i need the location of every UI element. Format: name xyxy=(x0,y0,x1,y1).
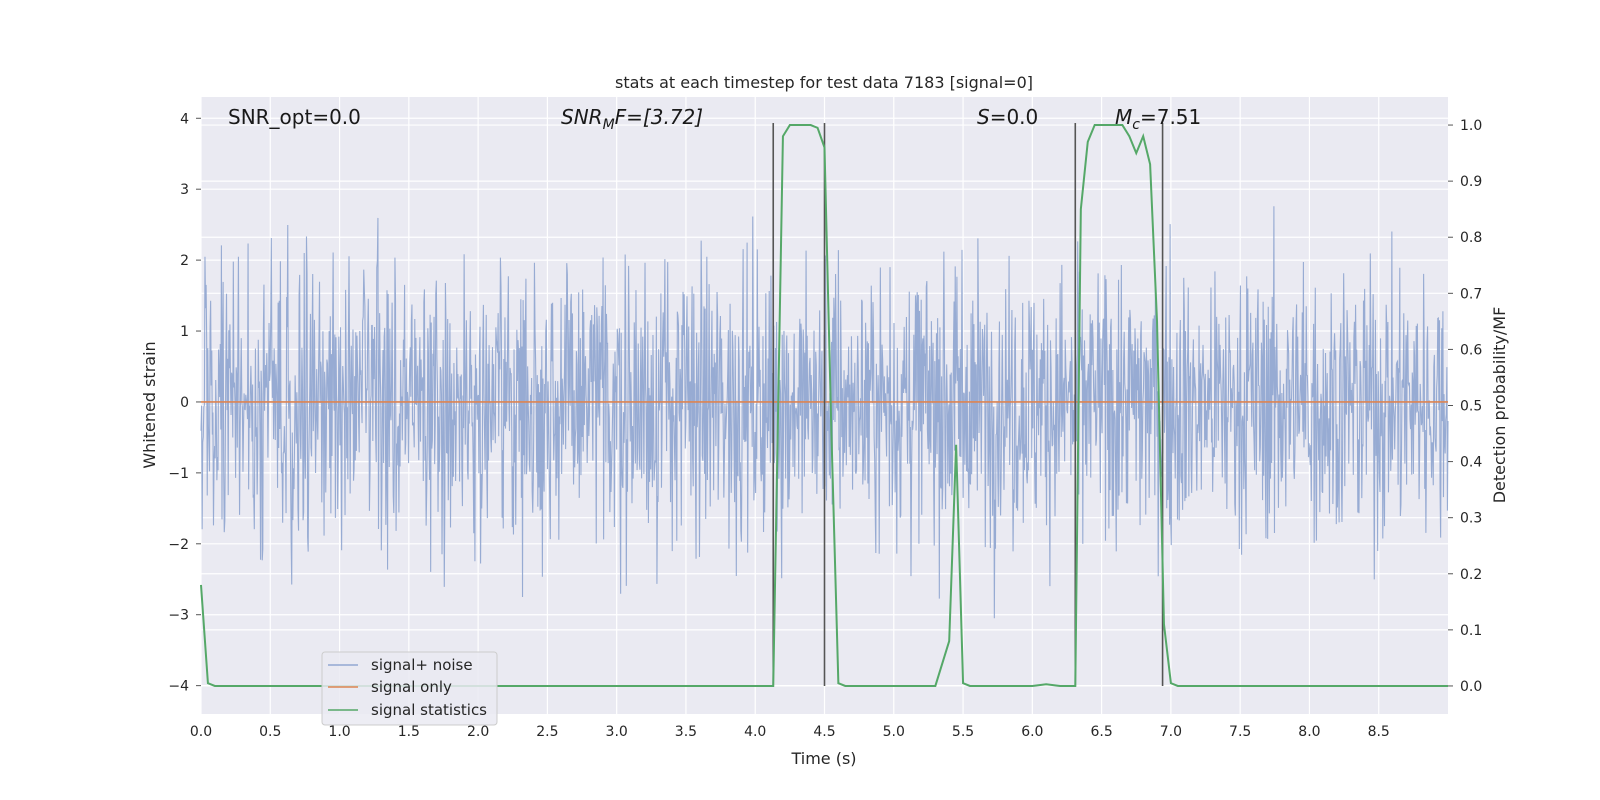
x-axis-ticks: 0.0 0.5 1.0 1.5 2.0 2.5 3.0 3.5 4.0 4.5 5.0 5.5 6.0 6… xyxy=(190,724,1390,740)
y-tick-label: 1 xyxy=(180,324,189,340)
y-tick-label: −1 xyxy=(168,466,189,482)
annotation-s-rest: =0.0 xyxy=(990,105,1039,129)
y2-tick-label: 0.6 xyxy=(1460,342,1482,358)
annotation-mc-rest: =7.51 xyxy=(1140,105,1201,129)
annotation-snr-mf-f: F=[3.72] xyxy=(615,105,703,129)
y2-tick-label: 0.5 xyxy=(1460,399,1482,415)
x-tick-label: 3.5 xyxy=(675,724,697,740)
signal-statistics-line xyxy=(200,124,1448,687)
legend-box xyxy=(321,651,498,726)
y-tick-label: −2 xyxy=(168,537,189,553)
y2-tick-label: 0.3 xyxy=(1460,511,1482,527)
annotation-snr-mf-main: SNR xyxy=(561,105,603,129)
legend-label-signal-only: signal only xyxy=(371,678,452,696)
x-tick-label: 6.0 xyxy=(1021,724,1043,740)
y-tick-label: 0 xyxy=(180,395,189,411)
y2-tick-label: 0.9 xyxy=(1460,174,1482,190)
annotation-mc: Mc=7.51 xyxy=(1115,105,1201,133)
series-signal-statistics xyxy=(200,124,1448,687)
x-tick-label: 0.5 xyxy=(259,724,281,740)
y-tick-label: 2 xyxy=(180,253,189,269)
y2-tick-label: 0.0 xyxy=(1460,679,1482,695)
y2-tick-label: 1.0 xyxy=(1460,118,1482,134)
x-tick-label: 5.5 xyxy=(952,724,974,740)
annotation-mc-main: M xyxy=(1115,105,1132,129)
x-tick-label: 4.5 xyxy=(813,724,835,740)
annotation-snr-mf-rest: F=[3.72] xyxy=(615,105,703,129)
x-tick-label: 4.0 xyxy=(744,724,766,740)
annotation-s: S=0.0 xyxy=(977,105,1038,129)
x-tick-label: 7.0 xyxy=(1160,724,1182,740)
x-tick-label: 0.0 xyxy=(190,724,212,740)
y-axis-label: Whitened strain xyxy=(140,341,159,468)
annotation-snr-opt: SNR_opt=0.0 xyxy=(228,105,361,129)
annotation-s-main: S xyxy=(977,105,990,129)
x-tick-label: 6.5 xyxy=(1090,724,1112,740)
y2-tick-label: 0.1 xyxy=(1460,623,1482,639)
y-tick-label: −4 xyxy=(168,679,189,695)
x-axis-label: Time (s) xyxy=(790,749,856,768)
annotation-snr-mf: SNRMF=[3.72] xyxy=(561,105,703,133)
y2-tick-label: 0.4 xyxy=(1460,455,1482,471)
y-tick-label: 3 xyxy=(180,182,189,198)
y2-axis-ticks: 1.0 0.9 0.8 0.7 0.6 0.5 0.4 0.3 0.2 0.1 0.0 xyxy=(1448,118,1482,695)
annotations: SNR_opt=0.0 SNRMF=[3.72] S=0.0 Mc=7.51 xyxy=(228,105,1201,133)
y-tick-label: 4 xyxy=(180,111,189,127)
x-tick-label: 1.5 xyxy=(398,724,420,740)
x-tick-label: 8.0 xyxy=(1298,724,1320,740)
y-axis-ticks: 4 3 2 1 0 −1 −2 −3 −4 xyxy=(168,111,201,695)
x-tick-label: 8.5 xyxy=(1368,724,1390,740)
legend-label-signal-statistics: signal statistics xyxy=(371,701,487,719)
x-tick-label: 5.0 xyxy=(883,724,905,740)
x-tick-label: 1.0 xyxy=(328,724,350,740)
chart-title: stats at each timestep for test data 718… xyxy=(615,73,1033,92)
x-tick-label: 7.5 xyxy=(1229,724,1251,740)
annotation-snr-mf-sub: M xyxy=(603,117,615,133)
legend: signal+ noise signal only signal statist… xyxy=(321,651,498,726)
y2-axis-label: Detection probability/MF xyxy=(1490,307,1509,504)
y2-tick-label: 0.7 xyxy=(1460,286,1482,302)
x-tick-label: 3.0 xyxy=(606,724,628,740)
annotation-mc-sub: c xyxy=(1132,117,1140,133)
legend-label-signal-noise: signal+ noise xyxy=(371,656,473,674)
y2-tick-label: 0.2 xyxy=(1460,567,1482,583)
y2-tick-label: 0.8 xyxy=(1460,230,1482,246)
x-tick-label: 2.5 xyxy=(536,724,558,740)
y-tick-label: −3 xyxy=(168,608,189,624)
x-tick-label: 2.0 xyxy=(467,724,489,740)
